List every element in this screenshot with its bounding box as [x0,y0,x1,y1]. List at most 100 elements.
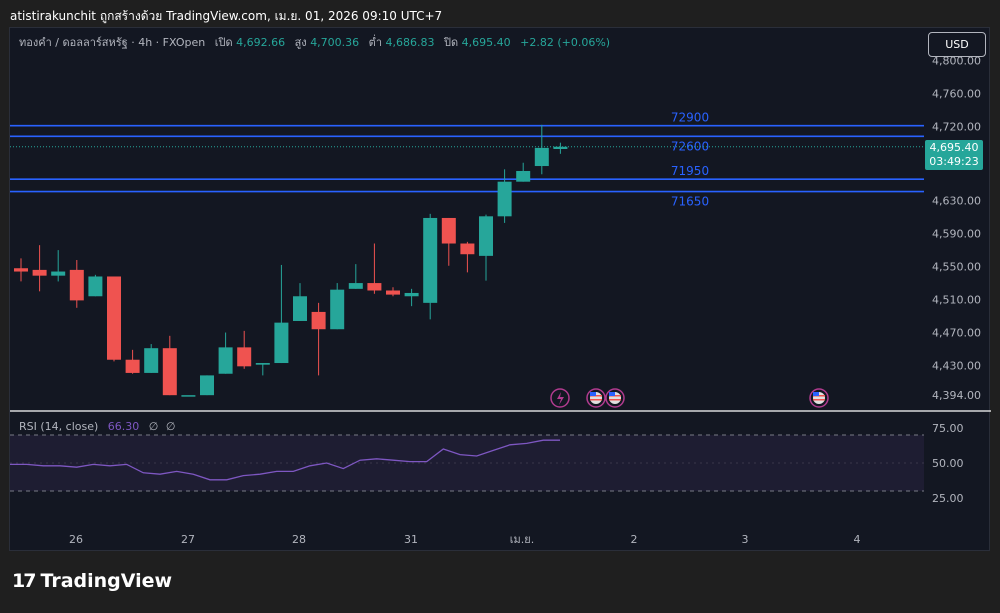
candle-body [311,311,326,330]
candle-body [200,375,214,396]
candle [200,375,214,396]
rsi-extra-2: ∅ [166,420,176,433]
candle-body [441,217,456,244]
candle-body [534,147,549,167]
candle-body [144,348,159,373]
chart-frame[interactable]: ทองคำ / ดอลลาร์สหรัฐ · 4h · FXOpen เปิด … [9,27,991,552]
candle [479,214,493,281]
rsi-layer: RSI (14, close) 66.30 ∅ ∅ [10,420,924,492]
legend-low-label: ต่ำ [369,34,382,49]
candle-body [69,269,84,301]
candle [274,264,289,364]
candle-body [516,170,531,182]
legend-low-value: 4,686.83 [386,36,435,49]
legend-close-label: ปิด [443,36,458,49]
candle [88,274,103,297]
candle-body [274,322,289,364]
flag-stripe [590,399,602,401]
candle [162,335,177,396]
candle-body [237,347,252,367]
axis-layer: 4,800.00 4,760.00 4,720.00 4,630.00 4,590.00… [69,55,981,546]
candle [330,283,345,330]
price-axis-label: 4,720.00 [932,120,981,133]
price-axis-label: 4,760.00 [932,88,981,101]
rsi-value: 66.30 [108,420,140,433]
candle-body [386,290,400,295]
legend-row: ทองคำ / ดอลลาร์สหรัฐ · 4h · FXOpen เปิด … [19,34,610,49]
candle [32,245,47,292]
rsi-legend: RSI (14, close) 66.30 ∅ ∅ [19,420,175,433]
candle [441,217,456,266]
level-label-71950: 71950 [671,164,709,178]
candle [367,243,382,294]
candle [404,288,419,307]
candle [553,142,568,154]
candle-body [497,181,512,217]
candle-body [460,243,475,255]
price-layer: 72900 72600 71950 71650 [10,111,991,412]
chart-header: atistirakunchit ถูกสร้างด้วย TradingView… [10,9,443,23]
candle [14,258,28,282]
candle [125,349,140,374]
rsi-axis-label: 50.00 [932,457,964,470]
candle-body [88,276,103,297]
level-label-72900: 72900 [671,111,709,125]
lightning-icon [557,392,564,405]
price-axis-label: 4,630.00 [932,195,981,208]
tradingview-logo-icon: 17 [12,570,36,592]
candle [218,332,233,374]
candle [293,283,307,321]
currency-button[interactable]: USD [928,32,986,57]
current-price-value: 4,695.40 [929,141,979,154]
legend-symbol: ทองคำ / ดอลลาร์สหรัฐ · 4h · FXOpen [19,36,205,49]
level-label-71650: 71650 [671,195,709,209]
candle [460,241,475,273]
candle-body [51,271,66,276]
price-axis-label: 4,430.00 [932,360,981,373]
legend-high-label: สูง [295,36,307,49]
flag-canton [813,392,819,396]
candle-body [14,268,28,272]
tradingview-logo-text: TradingView [40,570,173,592]
candle [423,213,438,320]
tradingview-logo[interactable]: 17 TradingView [12,570,172,592]
candle-body [553,146,568,150]
time-axis-label: 31 [404,533,418,546]
candle-body [162,348,177,396]
time-axis-label: 4 [854,533,861,546]
rsi-line [10,439,560,481]
candle-body [32,269,47,276]
candle [255,363,270,376]
time-axis-label: เม.ย. [510,533,534,546]
candle [497,169,512,223]
rsi-axis-label: 25.00 [932,492,964,505]
candle-body [255,363,270,365]
time-axis-label: 26 [69,533,83,546]
candle-body [125,359,140,373]
legend-high-value: 4,700.36 [310,36,359,49]
candle [51,250,66,282]
candle [69,259,84,308]
candle-body [181,395,196,397]
price-axis-label: 4,470.00 [932,327,981,340]
rsi-title: RSI (14, close) [19,420,98,433]
us-flag-event-marker [586,388,606,408]
price-chart[interactable]: ทองคำ / ดอลลาร์สหรัฐ · 4h · FXOpen เปิด … [10,28,991,552]
time-axis-label: 28 [292,533,306,546]
candle-body [423,217,438,303]
rsi-axis-label: 75.00 [932,422,964,435]
candle [386,287,400,297]
current-price-tag: 4,695.40 03:49:23 [925,140,983,170]
legend-change: +2.82 (+0.06%) [520,36,610,49]
candle-body [107,276,121,360]
us-flag-event-marker [605,388,625,408]
price-axis-label: 4,550.00 [932,261,981,274]
time-axis-label: 3 [742,533,749,546]
candle [107,276,121,362]
candle-body [367,283,382,291]
price-axis-label: 4,590.00 [932,228,981,241]
flag-canton [609,392,615,396]
candle-body [479,216,493,256]
rsi-extra-1: ∅ [149,420,159,433]
candle [348,264,363,289]
